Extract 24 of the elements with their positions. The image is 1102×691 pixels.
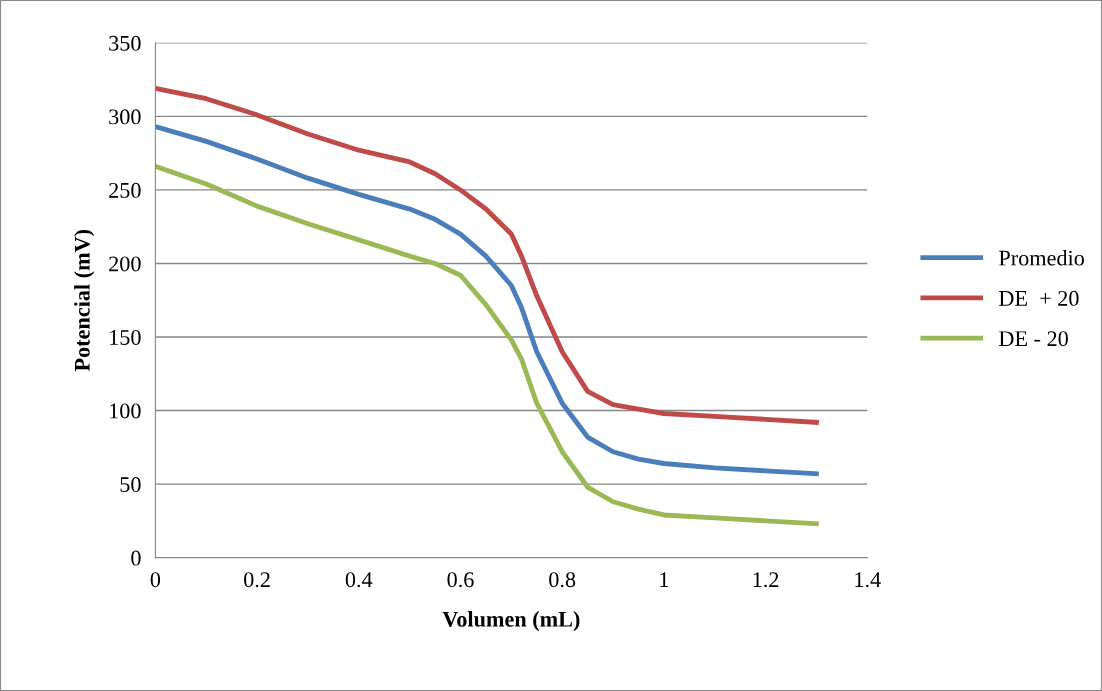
y-tick-label: 300 <box>109 109 141 125</box>
x-tick-label: 0 <box>150 572 161 588</box>
x-tick-label: 0.2 <box>244 572 270 588</box>
legend-label: DE + 20 <box>999 290 1079 306</box>
x-tick-label: 0.6 <box>447 572 474 588</box>
line-series <box>155 124 819 477</box>
y-tick-label: 150 <box>110 329 141 345</box>
line-series <box>155 163 819 527</box>
y-tick-label: 50 <box>120 477 141 493</box>
x-axis-title: Volumen (mL) <box>442 611 580 632</box>
line-series <box>155 86 819 425</box>
y-tick-label: 350 <box>109 35 141 51</box>
legend-label: Promedio <box>999 249 1084 266</box>
y-tick-label: 100 <box>110 403 141 419</box>
y-axis-title: Potencial (mV) <box>74 229 95 372</box>
y-tick-label: 250 <box>109 182 141 198</box>
x-tick-label: 1.4 <box>855 572 881 588</box>
x-tick-label: 0.4 <box>345 572 373 588</box>
x-tick-label: 1 <box>660 572 669 587</box>
legend-label: DE - 20 <box>999 331 1068 347</box>
x-tick-label: 0.8 <box>549 572 576 588</box>
y-tick-label: 200 <box>109 256 141 272</box>
x-tick-label: 1.2 <box>753 572 779 588</box>
y-tick-label: 0 <box>131 550 141 566</box>
